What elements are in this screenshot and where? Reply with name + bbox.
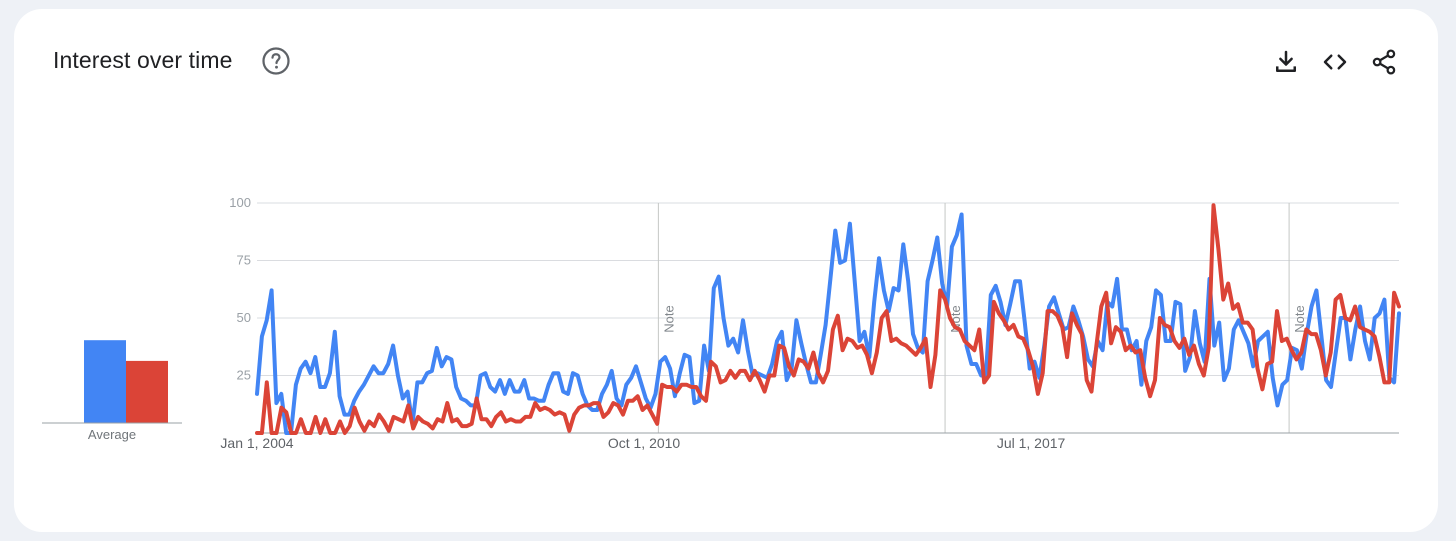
x-tick-label: Oct 1, 2010 (608, 435, 681, 451)
chart-title: Interest over time (53, 47, 233, 73)
x-tick-label: Jan 1, 2004 (220, 435, 293, 451)
note-label: Note (661, 305, 676, 332)
average-label: Average (87, 427, 137, 442)
line-chart: 25 50 75 100 Note Note Note Jan 1, 2004 Oct 1, 2… (220, 195, 1401, 451)
y-tick-label: 50 (237, 310, 251, 325)
y-tick-label: 25 (237, 368, 251, 383)
x-tick-label: Jul 1, 2017 (997, 435, 1066, 451)
interest-over-time-card: Interest over time Average 25 50 75 100 Note… (14, 9, 1438, 532)
average-bar-chart (42, 340, 182, 424)
embed-code-icon[interactable] (1320, 47, 1350, 77)
help-circle-icon[interactable] (261, 46, 291, 76)
note-label: Note (948, 305, 963, 332)
y-tick-label: 75 (237, 253, 251, 268)
y-tick-label: 100 (229, 195, 251, 210)
note-label: Note (1292, 305, 1307, 332)
series-line-2 (255, 203, 1401, 435)
download-icon[interactable] (1271, 47, 1301, 77)
average-bar-1 (84, 340, 126, 423)
share-icon[interactable] (1369, 47, 1399, 77)
average-bar-2 (126, 360, 168, 423)
series-line-1 (255, 212, 1401, 435)
